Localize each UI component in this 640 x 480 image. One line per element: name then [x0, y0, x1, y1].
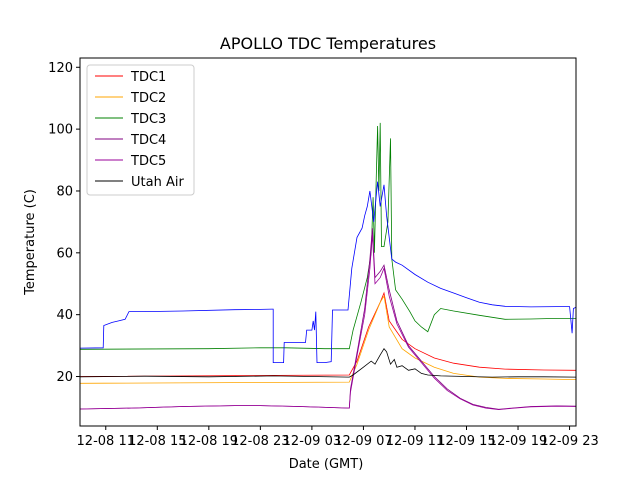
x-tick-label: 12-09 15: [437, 434, 495, 449]
x-tick-label: 12-08 15: [128, 434, 186, 449]
y-tick-label: 120: [48, 61, 73, 76]
x-tick-label: 12-09 19: [489, 434, 547, 449]
series-line-tdc6: [80, 181, 576, 363]
legend-label: TDC1: [130, 70, 166, 85]
x-tick-label: 12-09 11: [386, 434, 444, 449]
y-tick-label: 100: [48, 123, 73, 138]
plot-area-frame: [79, 57, 577, 427]
series-line-tdc5: [80, 234, 576, 411]
legend-label: TDC4: [130, 133, 166, 148]
x-tick-label: 12-08 11: [77, 434, 135, 449]
legend-label: Utah Air: [131, 175, 184, 190]
series-line-utah-air: [80, 348, 576, 378]
x-tick-label: 12-09 23: [540, 434, 598, 449]
y-tick-label: 20: [56, 370, 73, 385]
x-tick-label: 12-09 03: [283, 434, 341, 449]
legend-label: TDC3: [130, 112, 166, 127]
x-tick-label: 12-08 23: [231, 434, 289, 449]
y-axis-label: Temperature (C): [23, 189, 38, 296]
chart-title: APOLLO TDC Temperatures: [220, 34, 436, 53]
y-tick-label: 40: [56, 308, 73, 323]
y-axis: 20 40 60 80 100 120: [48, 61, 80, 385]
y-tick-label: 60: [56, 246, 73, 261]
series-line-tdc3: [80, 122, 576, 350]
x-tick-label: 12-08 19: [180, 434, 238, 449]
legend: TDC1 TDC2 TDC3 TDC4 TDC5 Utah Air: [86, 64, 195, 196]
legend-label: TDC2: [130, 91, 166, 106]
legend-label: TDC5: [130, 154, 166, 169]
x-tick-label: 12-09 07: [334, 434, 392, 449]
series-line-tdc1: [80, 291, 576, 377]
y-tick-label: 80: [56, 184, 73, 199]
series-line-tdc2: [80, 294, 576, 384]
x-axis-label: Date (GMT): [289, 457, 364, 472]
series-layer: [80, 122, 576, 411]
